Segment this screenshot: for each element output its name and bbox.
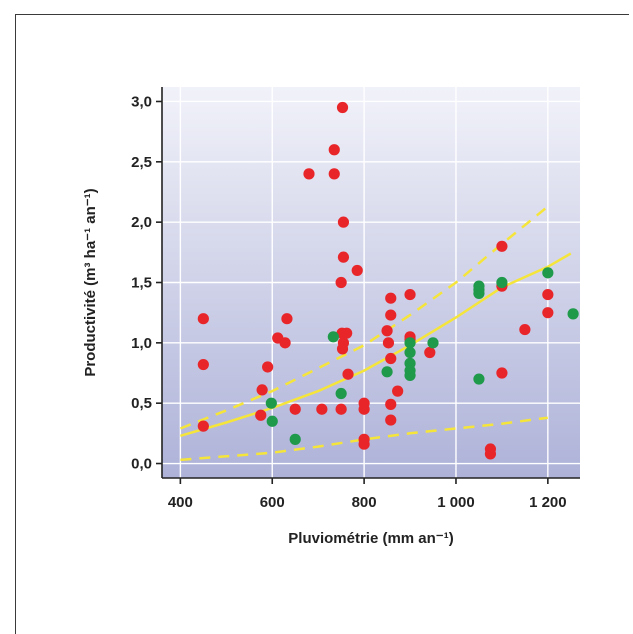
- data-point-series-2: [404, 346, 416, 359]
- axes: 0,0 0,5 1,0 1,5 2,0 2,5 3,0 400 600 800 1 000 1 200: [131, 87, 580, 511]
- data-point-series-1: [281, 313, 293, 325]
- data-point-series-1: [385, 398, 397, 410]
- x-axis-title: Pluviométrie (mm an⁻¹): [288, 530, 453, 547]
- data-point-series-1: [328, 144, 340, 156]
- data-point-series-2: [289, 433, 301, 445]
- data-point-series-1: [342, 368, 354, 380]
- y-tick-label: 3,0: [131, 93, 152, 110]
- data-point-series-2: [496, 276, 508, 289]
- data-point-series-2: [266, 415, 278, 427]
- data-point-series-1: [392, 385, 404, 397]
- data-point-series-1: [382, 337, 395, 349]
- data-point-series-1: [256, 384, 268, 396]
- data-point-series-2: [473, 373, 485, 385]
- data-point-series-2: [335, 387, 347, 400]
- data-point-series-1: [262, 361, 274, 373]
- data-point-series-1: [279, 337, 291, 349]
- x-tick-label: 400: [168, 494, 193, 511]
- data-point-series-1: [542, 307, 554, 319]
- data-point-series-1: [496, 367, 508, 379]
- x-tick-label: 1 000: [437, 494, 475, 511]
- data-point-series-1: [381, 325, 393, 337]
- data-point-series-1: [197, 420, 209, 432]
- data-point-series-1: [385, 309, 397, 321]
- data-point-series-2: [473, 287, 485, 299]
- data-point-series-1: [496, 240, 508, 252]
- data-point-series-2: [327, 331, 339, 343]
- data-point-series-1: [337, 251, 350, 263]
- data-point-series-1: [385, 352, 397, 365]
- data-point-series-1: [336, 343, 349, 355]
- data-point-series-1: [316, 403, 328, 415]
- figure-frame: [15, 14, 629, 634]
- lower-confidence-line: [180, 416, 548, 462]
- upper-confidence-line: [179, 205, 549, 430]
- data-point-series-2: [381, 366, 393, 378]
- y-tick-label: 1,0: [131, 335, 152, 352]
- data-point-series-1: [519, 323, 531, 336]
- x-tick-label: 800: [352, 494, 377, 511]
- data-point-series-1: [341, 327, 353, 339]
- data-point-series-1: [351, 264, 363, 277]
- y-tick-label: 2,5: [131, 154, 152, 171]
- data-point-series-1: [385, 292, 397, 304]
- y-tick-label: 0,5: [131, 395, 152, 412]
- y-tick-label: 0,0: [131, 456, 152, 473]
- data-point-series-1: [197, 313, 209, 325]
- data-point-series-2: [567, 308, 579, 320]
- data-point-series-1: [385, 414, 397, 426]
- data-point-series-1: [289, 403, 301, 415]
- y-axis-title: Productivité (m³ ha⁻¹ an⁻¹): [82, 188, 99, 376]
- data-point-series-1: [197, 358, 209, 371]
- data-point-series-2: [542, 267, 554, 279]
- data-point-series-1: [328, 168, 340, 180]
- x-tick-label: 600: [260, 494, 285, 511]
- data-point-series-1: [335, 276, 347, 289]
- data-point-series-2: [265, 397, 277, 409]
- data-point-series-1: [358, 403, 370, 415]
- data-point-series-1: [255, 409, 267, 421]
- data-point-series-2: [404, 337, 416, 349]
- data-point-series-1: [542, 288, 554, 301]
- data-point-series-1: [335, 403, 347, 415]
- data-point-series-2: [404, 369, 416, 382]
- data-points: [197, 101, 579, 460]
- data-point-series-1: [336, 101, 349, 114]
- data-point-series-2: [427, 337, 439, 349]
- data-point-series-1: [337, 216, 350, 228]
- data-point-series-1: [303, 168, 315, 180]
- y-tick-label: 1,5: [131, 275, 152, 292]
- data-point-series-1: [358, 438, 370, 450]
- data-point-series-1: [484, 448, 497, 460]
- y-tick-label: 2,0: [131, 214, 152, 231]
- x-tick-label: 1 200: [529, 494, 567, 511]
- data-point-series-1: [404, 288, 416, 301]
- data-point-series-1: [424, 346, 436, 359]
